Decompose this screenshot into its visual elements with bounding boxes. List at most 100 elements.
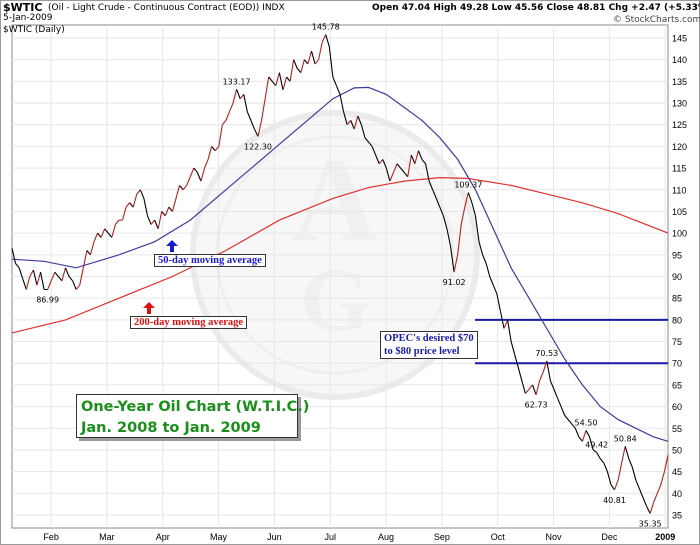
price-segment (596, 452, 601, 459)
price-segment (507, 319, 512, 342)
chart-title-line1: One-Year Oil Chart (W.T.I.C.) (81, 399, 310, 415)
svg-text:A: A (292, 133, 379, 266)
price-segment (257, 120, 263, 137)
price-segment (136, 189, 141, 195)
price-segment (610, 484, 615, 491)
y-tick-label: 35 (672, 510, 682, 520)
y-tick-label: 80 (672, 315, 682, 325)
price-segment (407, 154, 412, 177)
price-label: 62.73 (525, 401, 548, 410)
price-segment (574, 428, 580, 438)
price-segment (75, 284, 81, 290)
price-segment (239, 94, 245, 100)
price-segment (89, 241, 95, 255)
y-tick-label: 100 (672, 229, 687, 239)
y-tick-label: 70 (672, 359, 682, 369)
x-tick-label: May (210, 532, 228, 542)
price-segment (335, 85, 341, 95)
price-segment (499, 311, 505, 329)
price-segment (467, 192, 473, 203)
price-segment (471, 202, 477, 216)
price-segment (243, 94, 248, 112)
price-segment (264, 76, 270, 99)
price-segment (635, 480, 640, 490)
price-segment (275, 72, 280, 86)
y-tick-label: 145 (672, 34, 687, 44)
price-segment (143, 198, 149, 216)
price-segment (403, 172, 409, 178)
price-label: 40.81 (603, 496, 626, 505)
price-segment (139, 189, 145, 199)
price-segment (503, 319, 509, 329)
symbol-label: $WTIC (3, 1, 43, 14)
chart-title-line2: Jan. 2008 to Jan. 2009 (81, 420, 261, 436)
price-segment (417, 150, 423, 160)
price-segment (585, 430, 591, 438)
price-segment (32, 269, 38, 286)
price-segment (478, 241, 484, 255)
y-tick-label: 50 (672, 445, 682, 455)
price-segment (86, 250, 91, 256)
price-segment (485, 263, 491, 277)
price-label: 91.02 (443, 278, 466, 287)
price-segment (193, 167, 198, 173)
price-segment (539, 371, 544, 381)
series-label: $WTIC (Daily) (3, 25, 65, 35)
price-segment (186, 176, 191, 186)
ma50-line (11, 86, 669, 442)
price-segment (414, 150, 419, 164)
price-segment (375, 154, 380, 164)
price-segment (389, 172, 394, 182)
price-segment (150, 219, 156, 225)
price-segment (189, 167, 195, 177)
price-label: 133.17 (223, 77, 251, 86)
price-segment (79, 267, 84, 286)
price-segment (578, 436, 583, 442)
price-segment (425, 163, 430, 182)
price-segment (168, 206, 173, 212)
price-segment (246, 111, 252, 121)
price-segment (179, 185, 184, 191)
price-segment (396, 163, 402, 169)
x-tick-label: Jun (267, 532, 282, 542)
price-segment (357, 115, 362, 125)
opec-label: OPEC's desired $70 to $80 price level (380, 331, 478, 359)
price-segment (603, 462, 608, 472)
price-segment (100, 228, 106, 238)
y-tick-label: 45 (672, 467, 682, 477)
price-segment (321, 34, 327, 43)
price-segment (278, 72, 284, 91)
price-segment (432, 189, 437, 199)
price-segment (82, 250, 88, 268)
price-segment (182, 185, 188, 191)
price-segment (11, 248, 17, 264)
price-label: 35.35 (639, 519, 662, 528)
price-segment (25, 276, 31, 290)
price-segment (339, 94, 345, 112)
svg-text:G: G (300, 251, 370, 350)
price-segment (303, 59, 309, 65)
opec-label-line2: to $80 price level (384, 346, 460, 357)
price-segment (589, 436, 594, 451)
price-segment (378, 159, 384, 165)
price-segment (57, 276, 63, 282)
price-segment (68, 276, 74, 282)
price-segment (325, 34, 330, 47)
price-segment (271, 81, 277, 87)
price-segment (93, 232, 99, 243)
price-segment (492, 284, 498, 295)
price-segment (29, 269, 34, 277)
price-label: 54.50 (575, 418, 598, 427)
price-segment (564, 414, 569, 420)
price-segment (171, 198, 177, 212)
price-segment (218, 124, 223, 147)
price-segment (18, 267, 24, 279)
price-segment (111, 224, 116, 238)
price-segment (343, 111, 348, 125)
price-segment (214, 146, 220, 152)
price-segment (175, 185, 181, 199)
price-segment (524, 388, 530, 394)
price-segment (132, 193, 138, 208)
price-segment (39, 272, 45, 290)
y-tick-label: 65 (672, 380, 682, 390)
